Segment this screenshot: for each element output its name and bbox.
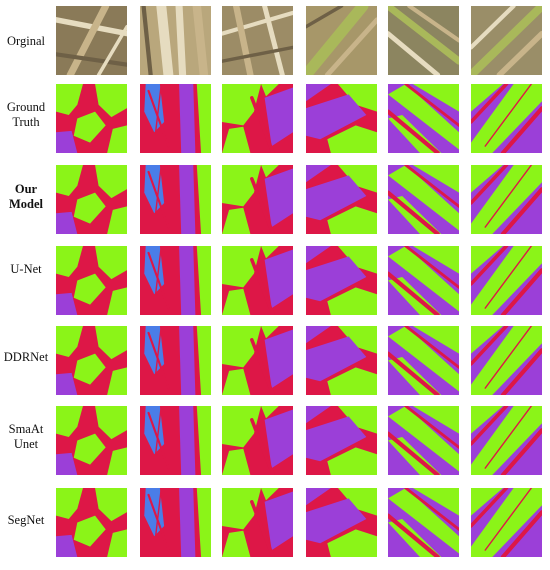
tile-graphic <box>471 326 542 395</box>
segmentation-mask-tile <box>140 246 211 315</box>
row-label: SmaAt Unet <box>8 422 44 451</box>
tile-graphic <box>388 326 459 395</box>
tile-graphic <box>56 84 127 153</box>
tile-graphic <box>56 6 127 75</box>
segmentation-mask-tile <box>388 326 459 395</box>
tile-graphic <box>56 488 127 557</box>
segmentation-mask-tile <box>471 246 542 315</box>
tile-graphic <box>222 6 293 75</box>
tile-graphic <box>471 488 542 557</box>
tile-graphic <box>140 488 211 557</box>
segmentation-mask-tile <box>471 84 542 153</box>
segmentation-mask-tile <box>388 84 459 153</box>
segmentation-mask-tile <box>306 246 377 315</box>
row-label: SegNet <box>7 513 45 527</box>
tile-graphic <box>56 165 127 234</box>
tile-graphic <box>140 84 211 153</box>
segmentation-mask-tile <box>140 165 211 234</box>
original-image-tile <box>222 6 293 75</box>
tile-graphic <box>306 406 377 475</box>
tile-graphic <box>306 326 377 395</box>
segmentation-mask-tile <box>140 406 211 475</box>
segmentation-mask-tile <box>471 488 542 557</box>
tile-graphic <box>222 488 293 557</box>
tile-graphic <box>56 246 127 315</box>
tile-graphic <box>140 6 211 75</box>
tile-graphic <box>388 246 459 315</box>
segmentation-mask-tile <box>471 406 542 475</box>
segmentation-mask-tile <box>306 326 377 395</box>
segmentation-mask-tile <box>56 488 127 557</box>
segmentation-mask-tile <box>56 84 127 153</box>
segmentation-mask-tile <box>140 326 211 395</box>
tile-graphic <box>388 6 459 75</box>
tile-graphic <box>222 165 293 234</box>
tile-graphic <box>56 406 127 475</box>
tile-graphic <box>56 326 127 395</box>
segmentation-mask-tile <box>222 165 293 234</box>
segmentation-mask-tile <box>56 165 127 234</box>
row-label: Our Model <box>8 182 44 211</box>
tile-graphic <box>306 6 377 75</box>
segmentation-mask-tile <box>222 246 293 315</box>
tile-graphic <box>140 165 211 234</box>
segmentation-mask-tile <box>56 326 127 395</box>
segmentation-mask-tile <box>222 326 293 395</box>
tile-graphic <box>471 246 542 315</box>
original-image-tile <box>140 6 211 75</box>
segmentation-mask-tile <box>471 326 542 395</box>
tile-graphic <box>222 406 293 475</box>
tile-graphic <box>222 246 293 315</box>
segmentation-mask-tile <box>471 165 542 234</box>
row-label: Orginal <box>7 34 45 48</box>
segmentation-mask-tile <box>388 406 459 475</box>
row-label: DDRNet <box>3 350 49 364</box>
segmentation-mask-tile <box>306 84 377 153</box>
segmentation-mask-tile <box>306 406 377 475</box>
tile-graphic <box>388 84 459 153</box>
segmentation-mask-tile <box>306 488 377 557</box>
tile-graphic <box>306 165 377 234</box>
tile-graphic <box>471 84 542 153</box>
segmentation-mask-tile <box>388 488 459 557</box>
tile-graphic <box>471 406 542 475</box>
tile-graphic <box>140 406 211 475</box>
tile-graphic <box>140 246 211 315</box>
segmentation-mask-tile <box>56 246 127 315</box>
tile-graphic <box>306 246 377 315</box>
segmentation-mask-tile <box>388 246 459 315</box>
original-image-tile <box>306 6 377 75</box>
segmentation-mask-tile <box>140 488 211 557</box>
segmentation-mask-tile <box>388 165 459 234</box>
segmentation-mask-tile <box>222 84 293 153</box>
original-image-tile <box>388 6 459 75</box>
segmentation-mask-tile <box>306 165 377 234</box>
tile-graphic <box>306 84 377 153</box>
tile-graphic <box>222 326 293 395</box>
segmentation-mask-tile <box>56 406 127 475</box>
row-label: Ground Truth <box>6 100 46 129</box>
segmentation-mask-tile <box>222 406 293 475</box>
segmentation-mask-tile <box>140 84 211 153</box>
original-image-tile <box>471 6 542 75</box>
tile-graphic <box>388 165 459 234</box>
tile-graphic <box>388 406 459 475</box>
tile-graphic <box>388 488 459 557</box>
tile-graphic <box>140 326 211 395</box>
segmentation-mask-tile <box>222 488 293 557</box>
tile-graphic <box>471 165 542 234</box>
original-image-tile <box>56 6 127 75</box>
tile-graphic <box>306 488 377 557</box>
row-label: U-Net <box>10 262 42 276</box>
tile-graphic <box>222 84 293 153</box>
tile-graphic <box>471 6 542 75</box>
